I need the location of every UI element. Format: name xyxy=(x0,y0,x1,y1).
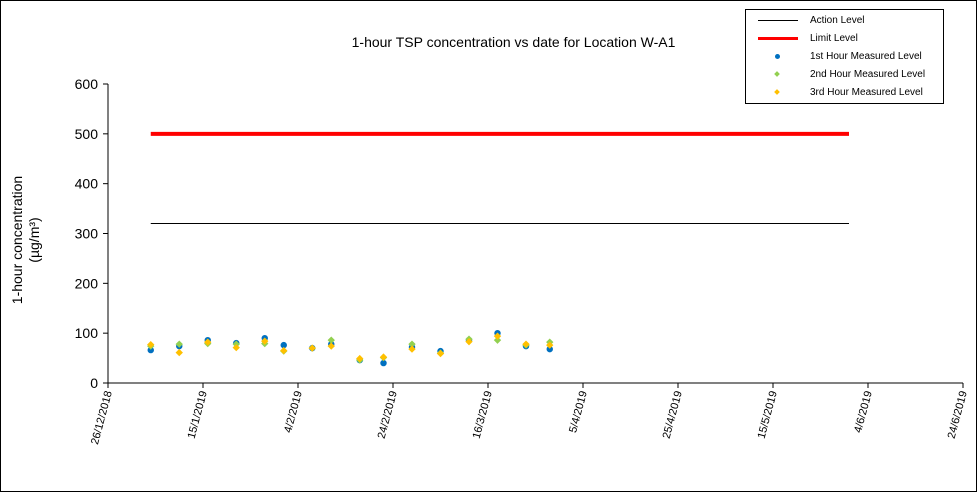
legend-label: 3rd Hour Measured Level xyxy=(810,86,923,98)
data-point-series-2 xyxy=(408,340,416,348)
data-point-series-3 xyxy=(204,338,212,346)
chart-title: 1-hour TSP concentration vs date for Loc… xyxy=(351,34,676,50)
data-point-series-3 xyxy=(147,340,155,349)
data-point-series-3 xyxy=(280,346,288,355)
data-point-series-3 xyxy=(175,348,183,357)
data-point-series-3 xyxy=(379,353,388,361)
legend: Action Level Limit Level 1st Hour Measur… xyxy=(745,9,944,104)
legend-label: Limit Level xyxy=(810,32,858,44)
data-point-series-3 xyxy=(546,341,554,349)
data-point-series-3 xyxy=(408,345,416,353)
y-tick-label: 0 xyxy=(90,375,98,391)
legend-item-series-2: 2nd Hour Measured Level xyxy=(746,65,925,83)
y-tick-label: 100 xyxy=(75,325,99,341)
legend-item-action: Action Level xyxy=(746,11,864,29)
data-point-series-1 xyxy=(546,345,553,353)
data-point-series-2 xyxy=(493,336,502,344)
data-point-series-3 xyxy=(261,337,269,345)
data-point-series-3 xyxy=(493,332,502,340)
x-tick-label: 15/5/2019 xyxy=(756,390,780,440)
legend-label: 2nd Hour Measured Level xyxy=(810,68,926,80)
x-tick-label: 26/12/2018 xyxy=(89,390,115,446)
legend-item-limit: Limit Level xyxy=(746,29,858,47)
y-tick-label: 400 xyxy=(75,176,99,192)
data-point-series-2 xyxy=(175,340,183,348)
legend-item-series-1: 1st Hour Measured Level xyxy=(746,47,922,65)
x-tick-label: 5/4/2019 xyxy=(567,390,590,434)
y-tick-label: 200 xyxy=(75,275,99,291)
data-point-series-3 xyxy=(465,337,473,346)
data-point-series-1 xyxy=(147,346,154,354)
y-tick-label: 500 xyxy=(75,126,99,142)
data-point-series-3 xyxy=(436,349,445,358)
data-point-series-3 xyxy=(356,354,364,363)
x-tick-label: 24/2/2019 xyxy=(376,390,400,440)
y-tick-label: 300 xyxy=(75,226,99,242)
x-tick-label: 15/1/2019 xyxy=(186,390,210,440)
data-point-series-3 xyxy=(522,340,530,348)
data-point-series-1 xyxy=(380,359,387,367)
data-point-series-2 xyxy=(327,336,335,344)
data-point-series-1 xyxy=(280,341,287,349)
x-tick-label: 4/6/2019 xyxy=(852,390,875,434)
data-point-series-3 xyxy=(232,343,240,352)
x-tick-label: 16/3/2019 xyxy=(471,390,495,440)
y-tick-label: 600 xyxy=(75,76,99,92)
data-point-series-3 xyxy=(327,342,335,350)
legend-item-series-3: 3rd Hour Measured Level xyxy=(746,83,923,101)
x-tick-label: 24/6/2019 xyxy=(946,390,970,440)
legend-label: Action Level xyxy=(810,14,865,26)
x-tick-label: 4/2/2019 xyxy=(282,390,305,434)
data-point-series-3 xyxy=(308,344,316,352)
legend-label: 1st Hour Measured Level xyxy=(810,50,922,62)
x-tick-label: 25/4/2019 xyxy=(661,390,685,440)
